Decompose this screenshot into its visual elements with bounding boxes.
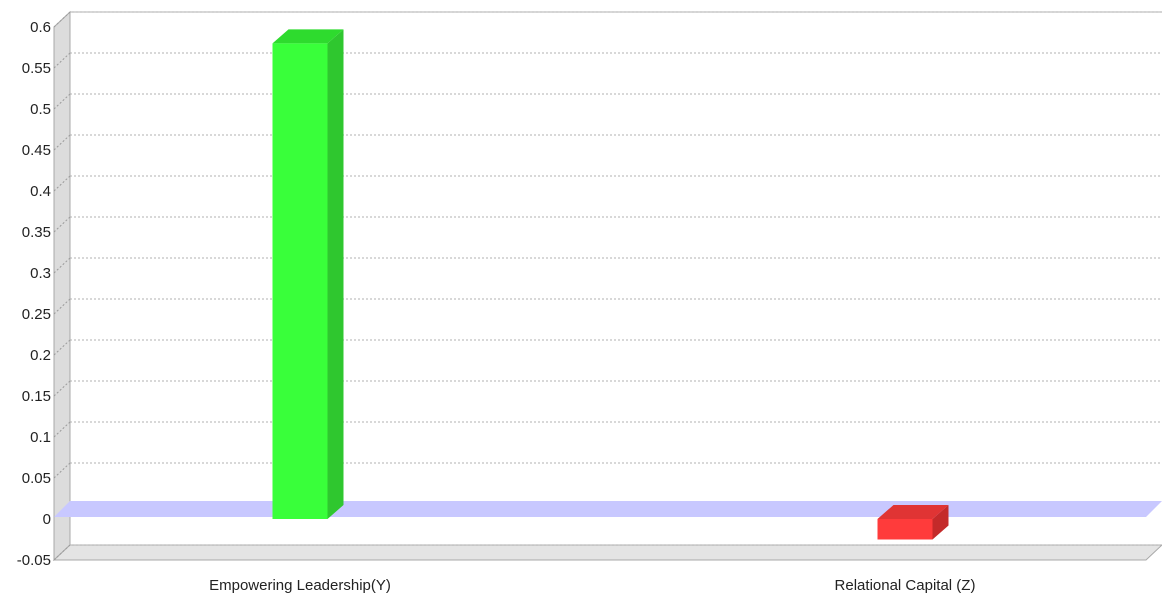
y-tick-label: 0.3 <box>30 265 51 282</box>
zero-plane <box>54 501 1162 517</box>
y-tick-label: 0.2 <box>30 347 51 364</box>
bar-front <box>272 43 328 520</box>
bar-top <box>877 505 949 519</box>
bar-top <box>272 29 344 44</box>
bar-relational-capital <box>877 505 949 540</box>
y-tick-label: 0.4 <box>30 183 51 200</box>
y-tick-label: 0.15 <box>22 388 51 405</box>
zero-plane-band <box>54 501 1162 517</box>
y-tick-label: 0.6 <box>30 19 51 36</box>
y-tick-label: 0.55 <box>22 60 51 77</box>
y-tick-label: 0.35 <box>22 224 51 241</box>
y-tick-label: 0.45 <box>22 142 51 159</box>
y-tick-label: 0.05 <box>22 470 51 487</box>
y-tick-label: 0 <box>43 511 51 528</box>
gridlines <box>53 11 1162 561</box>
left-wall <box>53 10 71 562</box>
y-tick-label: 0.25 <box>22 306 51 323</box>
bar-side <box>932 505 949 540</box>
y-axis: -0.05 0 0.05 0.1 0.15 0.2 0.25 0.3 0.35 0.4 0.45 0.… <box>17 19 51 569</box>
bar-side <box>327 29 344 520</box>
x-axis: Empowering Leadership(Y) Relational Capit… <box>209 577 975 594</box>
floor <box>52 544 1162 561</box>
bars <box>272 29 949 540</box>
y-tick-label: 0.5 <box>30 101 51 118</box>
bar-empowering-leadership <box>272 29 344 520</box>
y-tick-label: -0.05 <box>17 552 51 569</box>
y-tick-label: 0.1 <box>30 429 51 446</box>
x-category-label: Empowering Leadership(Y) <box>209 577 391 594</box>
x-category-label: Relational Capital (Z) <box>835 577 976 594</box>
bar-front <box>877 519 933 540</box>
